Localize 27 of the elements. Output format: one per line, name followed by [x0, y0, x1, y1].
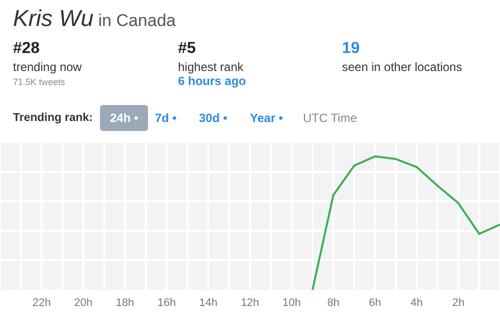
- text: 6 hours ago: [178, 74, 246, 88]
- chart-title: Kris Wu: [13, 5, 94, 31]
- text: 7d •: [155, 110, 177, 127]
- x-tick-label: 22h: [32, 296, 51, 309]
- text: 30d •: [199, 110, 228, 127]
- text: 71.5K tweets: [13, 77, 66, 87]
- text: 19: [342, 40, 361, 58]
- text: #28: [13, 40, 41, 58]
- x-tick-label: 2h: [452, 296, 464, 309]
- text: Year •: [250, 110, 283, 127]
- chart-subtitle: in Canada: [97, 11, 176, 30]
- text: highest rank: [178, 60, 244, 74]
- text: seen in other locations: [342, 60, 462, 74]
- text: 24h •: [100, 105, 148, 131]
- text: Trending rank:: [13, 112, 93, 124]
- x-tick-label: 18h: [116, 296, 134, 309]
- x-tick-label: 14h: [199, 296, 218, 309]
- text: #5: [178, 40, 197, 58]
- x-tick-label: 6h: [368, 296, 382, 309]
- x-tick-label: 16h: [157, 296, 176, 309]
- x-tick-label: 4h: [410, 296, 423, 309]
- text: trending now: [13, 60, 82, 74]
- x-tick-label: 20h: [74, 296, 93, 309]
- text: UTC Time: [303, 110, 357, 127]
- x-tick-label: 8h: [327, 296, 340, 309]
- x-tick-label: 10h: [282, 296, 301, 309]
- x-tick-label: 12h: [240, 296, 260, 309]
